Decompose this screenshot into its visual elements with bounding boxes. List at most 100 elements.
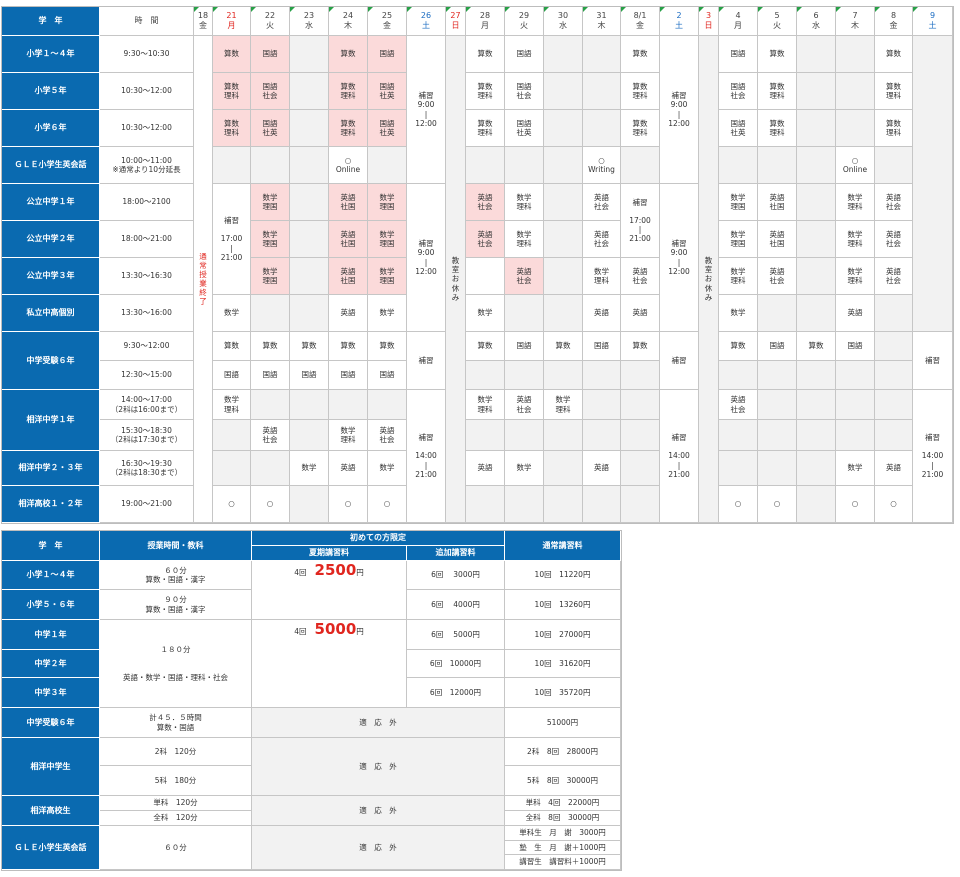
grade-label: 小学６年 <box>2 110 100 147</box>
class-cell <box>544 258 583 295</box>
class-cell <box>466 258 505 295</box>
time-cell: 12:30～15:00 <box>100 361 194 390</box>
class-cell <box>797 361 836 390</box>
class-cell <box>290 184 329 221</box>
time-cell: 18:00～2100 <box>100 184 194 221</box>
fee-grade-label: 小学５・６年 <box>2 590 100 620</box>
day-header: 31 木 <box>583 7 621 36</box>
grade-label: 相洋中学２・３年 <box>2 451 100 486</box>
class-cell <box>290 110 329 147</box>
class-cell: 英語 社国 <box>329 221 368 258</box>
class-cell: 算数 理科 <box>466 73 505 110</box>
grade-label: 私立中高個別 <box>2 295 100 332</box>
class-cell <box>213 147 251 184</box>
class-cell <box>583 420 621 451</box>
time-cell: 19:00～21:00 <box>100 486 194 523</box>
normal-fee-cell: 10回 27000円 <box>505 620 621 650</box>
day-weekday: 火 <box>266 21 274 30</box>
corner-marker <box>466 7 471 12</box>
supplementary-span: 補習 14:00 | 21:00 <box>913 390 953 523</box>
class-cell: 国語 社英 <box>251 110 290 147</box>
class-cell: 算数 理科 <box>329 73 368 110</box>
day-date: 30 <box>557 11 569 21</box>
day-header: 18 金 <box>194 7 213 36</box>
day-date: 25 <box>381 11 393 21</box>
class-cell: 数学 <box>368 451 407 486</box>
class-cell <box>797 147 836 184</box>
normal-fee-cell: 全科 8回 30000円 <box>505 811 621 826</box>
normal-fee-cell: 単科 4回 22000円 <box>505 796 621 811</box>
class-cell: 算数 理科 <box>621 110 660 147</box>
class-cell <box>621 486 660 523</box>
supplementary-span: 補習 <box>407 332 446 390</box>
corner-marker <box>660 7 665 12</box>
class-cell: 英語 社国 <box>329 184 368 221</box>
class-cell: 英語 社会 <box>875 221 913 258</box>
class-cell <box>505 361 544 390</box>
supplementary-span: 補習 17:00 | 21:00 <box>213 184 251 295</box>
session-count: 4回 <box>294 568 307 577</box>
class-cell: 算数 理科 <box>621 73 660 110</box>
class-cell: 英語 社会 <box>466 184 505 221</box>
class-cell: 国語 社英 <box>505 110 544 147</box>
class-cell: 数学 理科 <box>329 420 368 451</box>
class-cell: 数学 理国 <box>719 184 758 221</box>
class-cell: 算数 理科 <box>875 73 913 110</box>
session-count: 4回 <box>294 627 307 636</box>
class-cell <box>758 390 797 420</box>
class-cell: 算数 <box>875 36 913 73</box>
class-cell <box>875 420 913 451</box>
class-cell: 英語 <box>329 451 368 486</box>
normal-fee-cell: 10回 31620円 <box>505 650 621 678</box>
class-cell <box>368 390 407 420</box>
class-cell <box>758 295 797 332</box>
class-cell: 数学 <box>213 295 251 332</box>
day-date: 26 <box>420 11 432 21</box>
jhs-summer-fee: 4回 5000 円 <box>252 620 407 708</box>
class-cell <box>719 147 758 184</box>
first-time-header: 初めての方限定 <box>252 531 505 546</box>
class-cell <box>797 420 836 451</box>
class-cell <box>797 36 836 73</box>
class-cell: 国語 社英 <box>368 73 407 110</box>
time-cell: 15:30～18:30 （2科は17:30まで） <box>100 420 194 451</box>
class-cell: ○ <box>213 486 251 523</box>
classroom-closed-notice: 教 室 お 休 み <box>446 36 466 523</box>
day-date: 3 <box>705 11 712 21</box>
class-cell: 英語 社会 <box>505 258 544 295</box>
class-cell <box>797 258 836 295</box>
day-date: 7 <box>852 11 858 21</box>
supplementary-span: 補習 <box>913 332 953 390</box>
day-date: 28 <box>479 11 491 21</box>
class-cell <box>836 390 875 420</box>
class-cell: 算数 理科 <box>213 110 251 147</box>
class-cell: 数学 理科 <box>505 221 544 258</box>
class-cell <box>797 184 836 221</box>
day-weekday: 金 <box>383 21 391 30</box>
supplementary-span: 補習 9:00 | 12:00 <box>407 36 446 184</box>
grade-label: 公立中学３年 <box>2 258 100 295</box>
class-cell <box>251 390 290 420</box>
class-cell <box>758 420 797 451</box>
class-cell <box>719 420 758 451</box>
class-cell <box>583 36 621 73</box>
grade-label: ＧＬＥ小学生英会話 <box>2 147 100 184</box>
class-cell <box>583 390 621 420</box>
class-cell <box>836 361 875 390</box>
class-cell <box>544 361 583 390</box>
corner-marker <box>875 7 880 12</box>
supplementary-span: 補習 17:00 | 21:00 <box>621 184 660 258</box>
normal-fee-cell: 51000円 <box>505 708 621 738</box>
class-cell: 算数 理科 <box>466 110 505 147</box>
day-date: 18 <box>197 11 209 21</box>
class-cell: 数学 理国 <box>251 184 290 221</box>
class-cell <box>544 110 583 147</box>
class-cell: 数学 理科 <box>836 184 875 221</box>
day-date: 5 <box>774 11 780 21</box>
normal-fee-cell: 10回 13260円 <box>505 590 621 620</box>
time-cell: 18:00～21:00 <box>100 221 194 258</box>
class-cell <box>875 147 913 184</box>
class-cell <box>621 147 660 184</box>
grade-label: 小学５年 <box>2 73 100 110</box>
